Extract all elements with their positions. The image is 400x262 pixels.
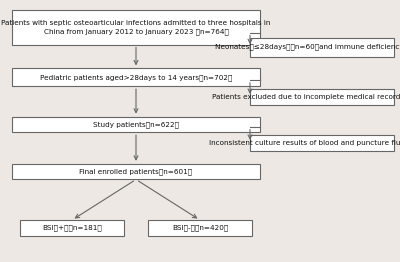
Bar	[250, 38, 394, 57]
Bar	[250, 89, 394, 105]
Text: Patients excluded due to incomplete medical records（n=80）: Patients excluded due to incomplete medi…	[212, 94, 400, 100]
Bar	[20, 220, 124, 236]
Text: Inconsistent culture results of blood and puncture fluid（n=21）: Inconsistent culture results of blood an…	[209, 139, 400, 146]
Bar	[12, 10, 260, 45]
Text: BSI（+）（n=181）: BSI（+）（n=181）	[42, 225, 102, 231]
Text: Pediatric patients aged>28days to 14 years（n=702）: Pediatric patients aged>28days to 14 yea…	[40, 74, 232, 81]
Bar	[148, 220, 252, 236]
Bar	[12, 117, 260, 132]
Bar	[250, 135, 394, 151]
Text: BSI（-）（n=420）: BSI（-）（n=420）	[172, 225, 228, 231]
Text: Final enrolled patients（n=601）: Final enrolled patients（n=601）	[80, 168, 192, 175]
Text: Neonates（≤28days）（n=60）and immune deficiency （n=2）: Neonates（≤28days）（n=60）and immune defici…	[214, 44, 400, 51]
Text: Study patients（n=622）: Study patients（n=622）	[93, 121, 179, 128]
Bar	[12, 164, 260, 179]
Bar	[12, 68, 260, 86]
Text: Patients with septic osteoarticular infections admitted to three hospitals in
Ch: Patients with septic osteoarticular infe…	[1, 20, 271, 35]
